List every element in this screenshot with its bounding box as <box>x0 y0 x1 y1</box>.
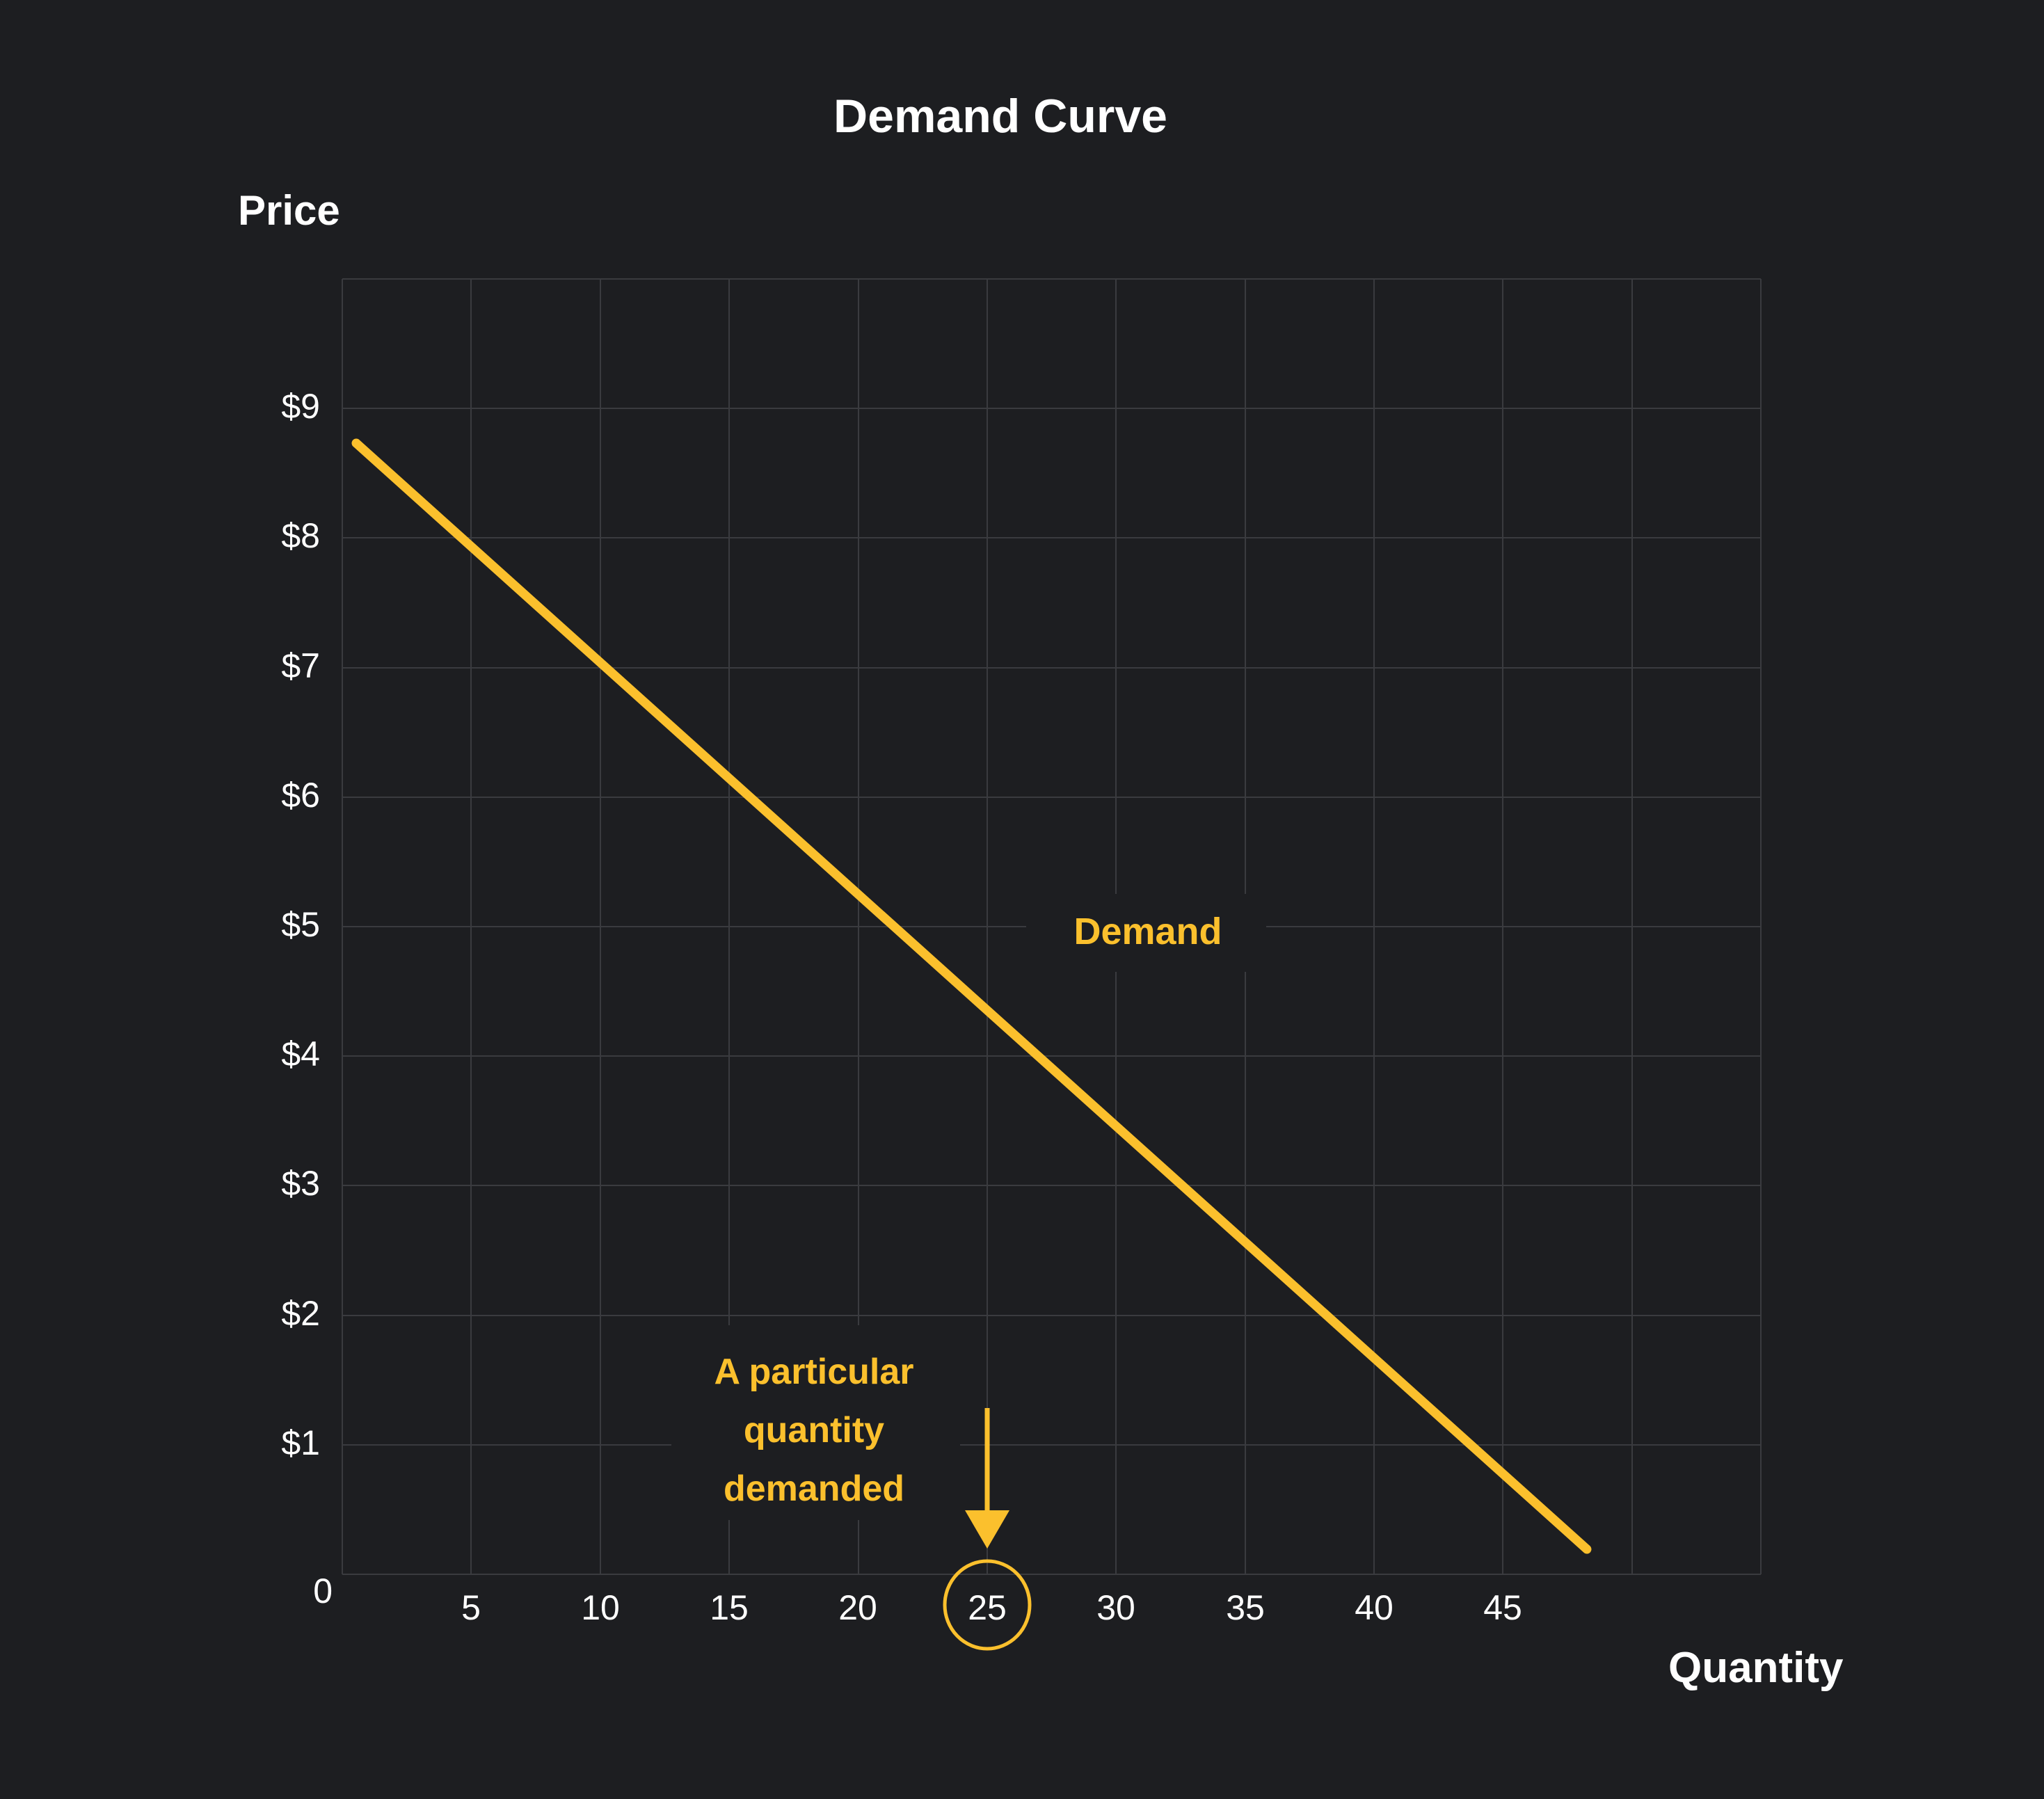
x-axis-label: Quantity <box>1668 1644 1844 1692</box>
demand-curve-label: Demand <box>1073 911 1222 952</box>
annotation-line: A particular <box>714 1352 914 1392</box>
annotation-line: demanded <box>723 1469 905 1509</box>
origin-label: 0 <box>313 1572 333 1610</box>
y-tick: $3 <box>281 1164 320 1203</box>
x-tick: 15 <box>710 1588 749 1627</box>
y-tick: $6 <box>281 776 320 815</box>
y-axis-label: Price <box>238 187 340 234</box>
arrow-down-icon <box>965 1408 1009 1549</box>
y-tick: $9 <box>281 387 320 426</box>
annotation-line: quantity <box>743 1410 885 1450</box>
chart-title: Demand Curve <box>833 90 1167 143</box>
y-tick: $7 <box>281 646 320 685</box>
demand-curve <box>351 438 1592 1554</box>
y-tick: $5 <box>281 905 320 944</box>
y-tick: $4 <box>281 1034 320 1073</box>
x-tick: 30 <box>1096 1588 1135 1627</box>
x-tick: 5 <box>461 1588 481 1627</box>
highlight-circle <box>943 1559 1032 1651</box>
x-tick: 10 <box>581 1588 620 1627</box>
y-tick: $8 <box>281 516 320 555</box>
x-tick: 45 <box>1483 1588 1522 1627</box>
x-tick-highlighted: 25 <box>968 1588 1007 1627</box>
y-tick: $1 <box>281 1423 320 1462</box>
x-tick: 20 <box>838 1588 877 1627</box>
x-tick: 35 <box>1226 1588 1265 1627</box>
x-tick: 40 <box>1355 1588 1394 1627</box>
quantity-annotation: A particular quantity demanded <box>668 1343 960 1518</box>
y-tick: $2 <box>281 1294 320 1333</box>
